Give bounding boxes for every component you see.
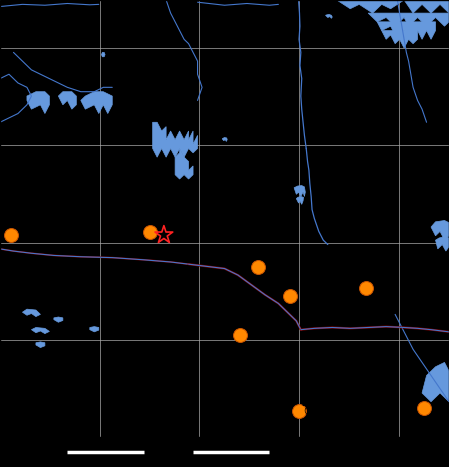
Polygon shape — [326, 14, 332, 18]
Point — [362, 284, 370, 292]
Point — [237, 332, 244, 339]
Polygon shape — [368, 13, 449, 26]
Polygon shape — [90, 326, 99, 332]
Polygon shape — [81, 92, 112, 113]
Polygon shape — [31, 327, 49, 333]
Polygon shape — [54, 317, 63, 322]
Polygon shape — [22, 309, 40, 317]
Text: Ottawa: Ottawa — [302, 407, 332, 416]
Point — [147, 228, 154, 236]
Polygon shape — [436, 237, 449, 251]
Polygon shape — [27, 92, 49, 113]
Polygon shape — [36, 342, 45, 347]
Polygon shape — [296, 197, 304, 205]
Point — [160, 231, 167, 239]
Point — [255, 263, 262, 271]
Polygon shape — [58, 92, 76, 109]
Point — [286, 292, 293, 300]
Polygon shape — [153, 122, 198, 157]
Point — [295, 408, 302, 415]
Polygon shape — [337, 0, 449, 13]
Polygon shape — [422, 362, 449, 402]
Text: ▪S: ▪S — [432, 349, 442, 358]
Point — [8, 231, 15, 239]
Point — [421, 404, 428, 412]
Polygon shape — [382, 30, 418, 48]
Text: ▪Gatineau: ▪Gatineau — [302, 399, 342, 409]
Polygon shape — [377, 22, 436, 39]
Polygon shape — [175, 149, 193, 179]
Polygon shape — [294, 185, 305, 197]
Polygon shape — [222, 138, 227, 142]
Polygon shape — [431, 220, 449, 240]
Polygon shape — [101, 52, 105, 57]
